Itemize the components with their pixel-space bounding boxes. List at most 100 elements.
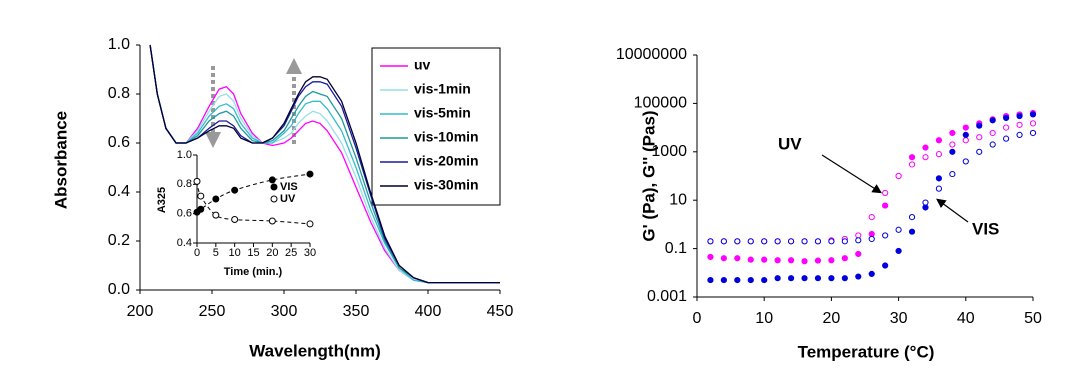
data-point	[1016, 121, 1023, 128]
x-tick-label: 30	[890, 310, 908, 327]
data-point	[935, 137, 943, 144]
y-tick-label: 10	[669, 191, 687, 208]
y-tick-label: 0.6	[177, 208, 192, 220]
data-point	[268, 176, 276, 184]
data-point	[1029, 111, 1037, 118]
y-tick-label: 1000	[651, 143, 687, 160]
data-point	[935, 185, 943, 192]
data-point	[268, 217, 276, 225]
data-point	[976, 122, 983, 129]
x-tick-label: 50	[1024, 310, 1042, 327]
y-tick-label: 100000	[634, 95, 687, 112]
data-point	[949, 170, 956, 178]
data-point	[1029, 129, 1037, 137]
annotation-arrow	[936, 198, 969, 223]
data-point	[949, 129, 956, 137]
data-point	[306, 220, 314, 228]
legend-label: vis-1min	[414, 81, 471, 97]
data-point	[787, 257, 795, 264]
inset-x-title: Time (min.)	[224, 266, 283, 278]
y-axis-title: G' (Pa), G'' (Pas)	[639, 110, 658, 241]
legend-marker	[270, 183, 278, 191]
data-point	[882, 189, 889, 197]
data-point	[720, 238, 727, 245]
legend-label: VIS	[280, 181, 298, 193]
data-point	[962, 158, 969, 165]
data-point	[908, 214, 916, 221]
x-tick-label: 400	[415, 303, 442, 320]
data-point	[734, 255, 741, 262]
data-point	[989, 117, 996, 124]
data-point	[828, 275, 835, 282]
data-point	[747, 256, 754, 263]
data-point	[1029, 120, 1037, 127]
data-point	[855, 237, 862, 244]
x-tick-label: 250	[199, 303, 226, 320]
data-point	[707, 238, 714, 245]
data-point	[814, 275, 822, 282]
data-point	[761, 238, 768, 245]
data-point	[761, 276, 768, 284]
data-point	[707, 253, 714, 261]
spectrum-line	[149, 44, 500, 284]
annotation-arrow	[821, 154, 883, 194]
legend-label: vis-5min	[414, 105, 471, 121]
x-tick-label: 0	[693, 310, 702, 327]
data-point	[841, 238, 848, 245]
data-point	[868, 230, 875, 238]
x-tick-label: 200	[127, 303, 154, 320]
spectrum-line	[149, 44, 500, 284]
legend-box	[371, 47, 501, 206]
y-axis-title: Absorbance	[51, 111, 70, 209]
data-point	[922, 199, 929, 206]
data-point	[787, 238, 795, 245]
y-tick-label: 0.001	[647, 288, 687, 305]
x-tick-label: 40	[957, 310, 975, 327]
y-tick-label: 0.0	[108, 281, 130, 298]
data-point	[306, 170, 314, 178]
y-tick-label: 0.4	[108, 183, 130, 200]
legend-label: vis-10min	[414, 129, 479, 145]
data-point	[868, 270, 875, 278]
data-point	[855, 250, 862, 258]
data-point	[935, 175, 943, 182]
data-point	[720, 255, 727, 262]
data-point	[908, 228, 916, 235]
y-tick-label: 0.1	[665, 240, 687, 257]
data-point	[868, 214, 875, 221]
data-point	[949, 141, 956, 148]
spectrum-line	[149, 44, 500, 284]
data-point	[1016, 131, 1023, 138]
data-point	[962, 137, 969, 144]
data-point	[882, 202, 889, 209]
y-tick-label: 1.0	[108, 36, 130, 53]
data-point	[882, 232, 889, 239]
data-point	[747, 276, 754, 284]
data-point	[895, 247, 902, 255]
x-tick-label: 15	[247, 247, 259, 259]
x-tick-label: 20	[266, 247, 278, 259]
data-point	[855, 273, 862, 280]
x-tick-label: 10	[755, 310, 773, 327]
data-point	[841, 275, 848, 282]
x-tick-label: 350	[343, 303, 370, 320]
data-point	[212, 195, 220, 203]
data-point	[193, 177, 201, 185]
annotation: UV	[778, 134, 802, 153]
x-tick-label: 300	[271, 303, 298, 320]
annotation: VIS	[972, 219, 999, 238]
y-tick-label: 0.8	[177, 178, 192, 190]
x-tick-label: 25	[285, 247, 297, 259]
data-point	[212, 211, 220, 219]
x-tick-label: 5	[213, 247, 219, 259]
data-point	[935, 151, 943, 158]
data-point	[962, 124, 969, 131]
data-point	[734, 276, 741, 284]
x-tick-label: 10	[229, 247, 241, 259]
data-point	[989, 129, 996, 137]
data-point	[922, 204, 929, 211]
data-point	[868, 235, 875, 243]
data-point	[962, 131, 969, 138]
data-point	[895, 226, 902, 233]
data-point	[828, 238, 835, 245]
